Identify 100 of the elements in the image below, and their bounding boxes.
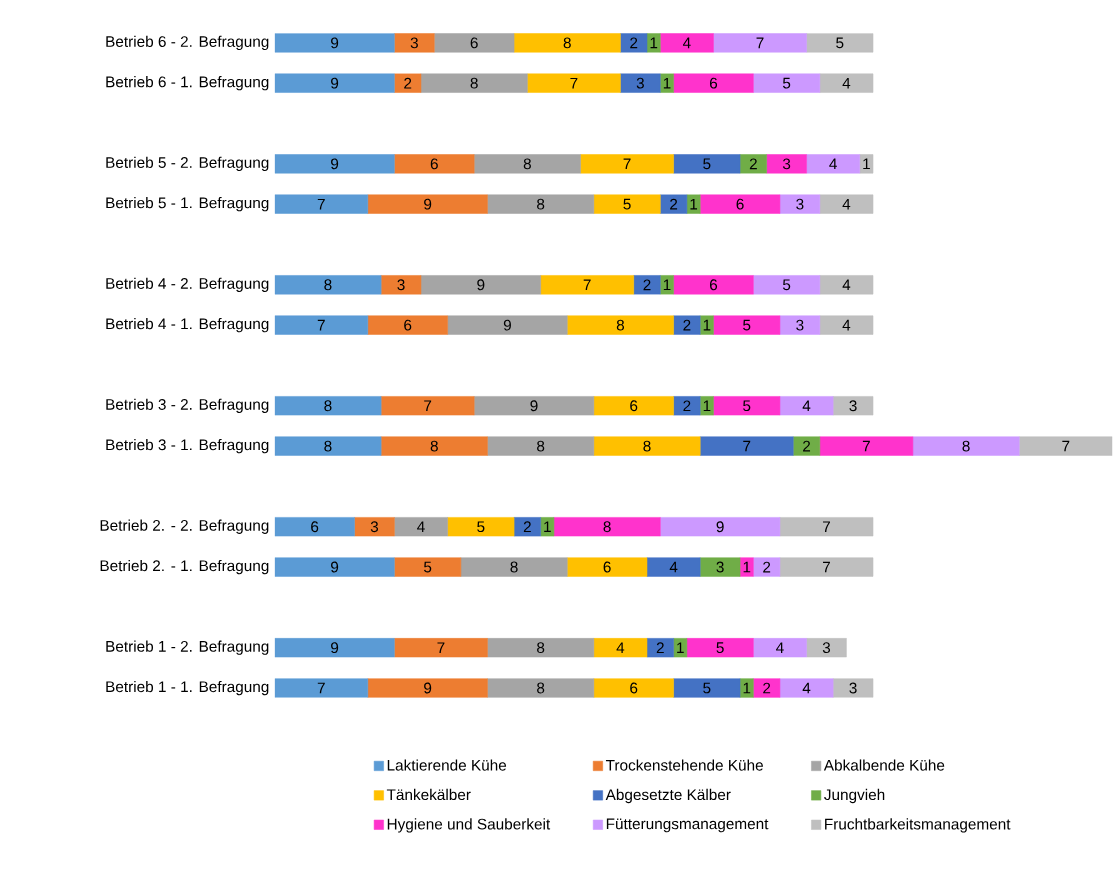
data-label: 7 — [424, 400, 432, 412]
legend-label: Tänkekälber — [386, 788, 471, 801]
data-label: 5 — [423, 561, 432, 573]
data-label: 4 — [829, 158, 837, 170]
bar — [673, 396, 701, 416]
data-label: 8 — [603, 521, 611, 533]
y-tick-label: Betrieb 1 - 1. Befragung — [106, 680, 269, 696]
data-label: 3 — [370, 521, 379, 533]
y-tick-label: Betrieb 3 - 1. Befragung — [106, 438, 269, 454]
bar — [527, 73, 621, 93]
data-label: 9 — [530, 400, 538, 412]
data-label: 3 — [796, 198, 804, 210]
legend-label: Abgesetzte Kälber — [605, 788, 731, 804]
data-label: 5 — [782, 279, 791, 291]
data-label: 2 — [763, 682, 771, 694]
bar — [739, 154, 767, 174]
data-label: 8 — [643, 440, 651, 452]
bar — [593, 638, 648, 658]
y-tick-label: Betrieb 1 - 2. Befragung — [106, 640, 269, 655]
data-label: 1 — [703, 400, 711, 412]
data-label: 7 — [756, 37, 764, 49]
data-label: 7 — [583, 279, 591, 291]
y-tick-label: Betrieb 2. - 2. Befragung — [100, 519, 269, 534]
data-label: 9 — [331, 77, 339, 89]
bar — [434, 33, 515, 53]
data-label: 8 — [430, 440, 438, 452]
y-tick-label: Betrieb 5 - 2. Befragung — [106, 156, 269, 172]
bar — [380, 275, 422, 295]
bar — [633, 275, 661, 295]
data-label: 2 — [643, 279, 651, 291]
data-label: 8 — [563, 37, 571, 49]
data-label: 1 — [663, 279, 671, 291]
data-label: 9 — [477, 279, 485, 291]
bar — [753, 275, 821, 295]
bar — [566, 557, 648, 577]
data-label: 3 — [849, 400, 857, 412]
data-label: 6 — [404, 319, 412, 331]
bar — [673, 154, 741, 174]
bar — [713, 33, 807, 53]
data-label: 8 — [962, 440, 970, 452]
legend-label: Jungvieh — [824, 788, 885, 804]
bar — [593, 436, 701, 456]
legend-label: Fruchtbarkeitsmanagement — [825, 818, 1011, 833]
bar — [673, 315, 701, 335]
data-label: 1 — [663, 77, 671, 89]
data-label: 3 — [796, 319, 804, 331]
legend-label: Abkalbende Kühe — [823, 759, 945, 771]
data-label: 5 — [836, 37, 844, 49]
bar — [460, 557, 568, 577]
data-label: 7 — [623, 158, 631, 170]
data-label: 5 — [743, 319, 751, 331]
bar — [487, 678, 595, 698]
bar — [487, 638, 595, 658]
bar — [367, 678, 488, 698]
bar — [686, 638, 754, 658]
bar — [699, 194, 781, 214]
data-label: 6 — [603, 561, 611, 573]
bar — [553, 517, 661, 537]
data-label: 7 — [743, 440, 751, 452]
data-label: 4 — [776, 642, 784, 653]
bar — [513, 33, 621, 53]
data-label: 1 — [703, 319, 711, 331]
bar — [819, 315, 874, 335]
bar — [394, 33, 435, 53]
data-label: 4 — [682, 37, 691, 49]
bar — [473, 154, 581, 174]
data-label: 7 — [437, 642, 445, 653]
y-tick-label: Betrieb 2. - 1. Befragung — [100, 559, 269, 575]
y-tick-label: Betrieb 4 - 2. Befragung — [106, 277, 269, 292]
data-label: 7 — [317, 198, 325, 210]
bar — [394, 154, 475, 174]
y-tick-label: Betrieb 3 - 2. Befragung — [106, 398, 269, 413]
bar — [540, 517, 555, 537]
data-label: 7 — [317, 319, 325, 331]
bar — [673, 678, 741, 698]
data-label: 6 — [736, 198, 744, 210]
data-label: 8 — [537, 440, 545, 452]
data-label: 1 — [743, 682, 751, 694]
bar — [779, 194, 821, 214]
data-label: 1 — [863, 158, 870, 170]
bar — [792, 436, 821, 456]
bar — [566, 315, 674, 335]
data-label: 2 — [670, 198, 678, 210]
bar — [673, 638, 688, 658]
bar — [660, 194, 688, 214]
bar — [673, 275, 754, 295]
data-label: 5 — [623, 198, 631, 210]
data-label: 3 — [849, 682, 857, 694]
bar — [354, 517, 395, 537]
data-label: 6 — [311, 521, 319, 533]
data-label: 7 — [317, 682, 325, 694]
data-label: 9 — [331, 158, 339, 170]
data-label: 2 — [683, 319, 691, 331]
bar — [686, 194, 701, 214]
legend-label: Trockenstehende Kühe — [605, 759, 763, 771]
data-label: 7 — [823, 561, 830, 573]
y-tick-label: Betrieb 4 - 1. Befragung — [106, 318, 269, 333]
data-label: 3 — [782, 158, 791, 170]
bar — [447, 517, 515, 537]
bar — [753, 638, 807, 658]
